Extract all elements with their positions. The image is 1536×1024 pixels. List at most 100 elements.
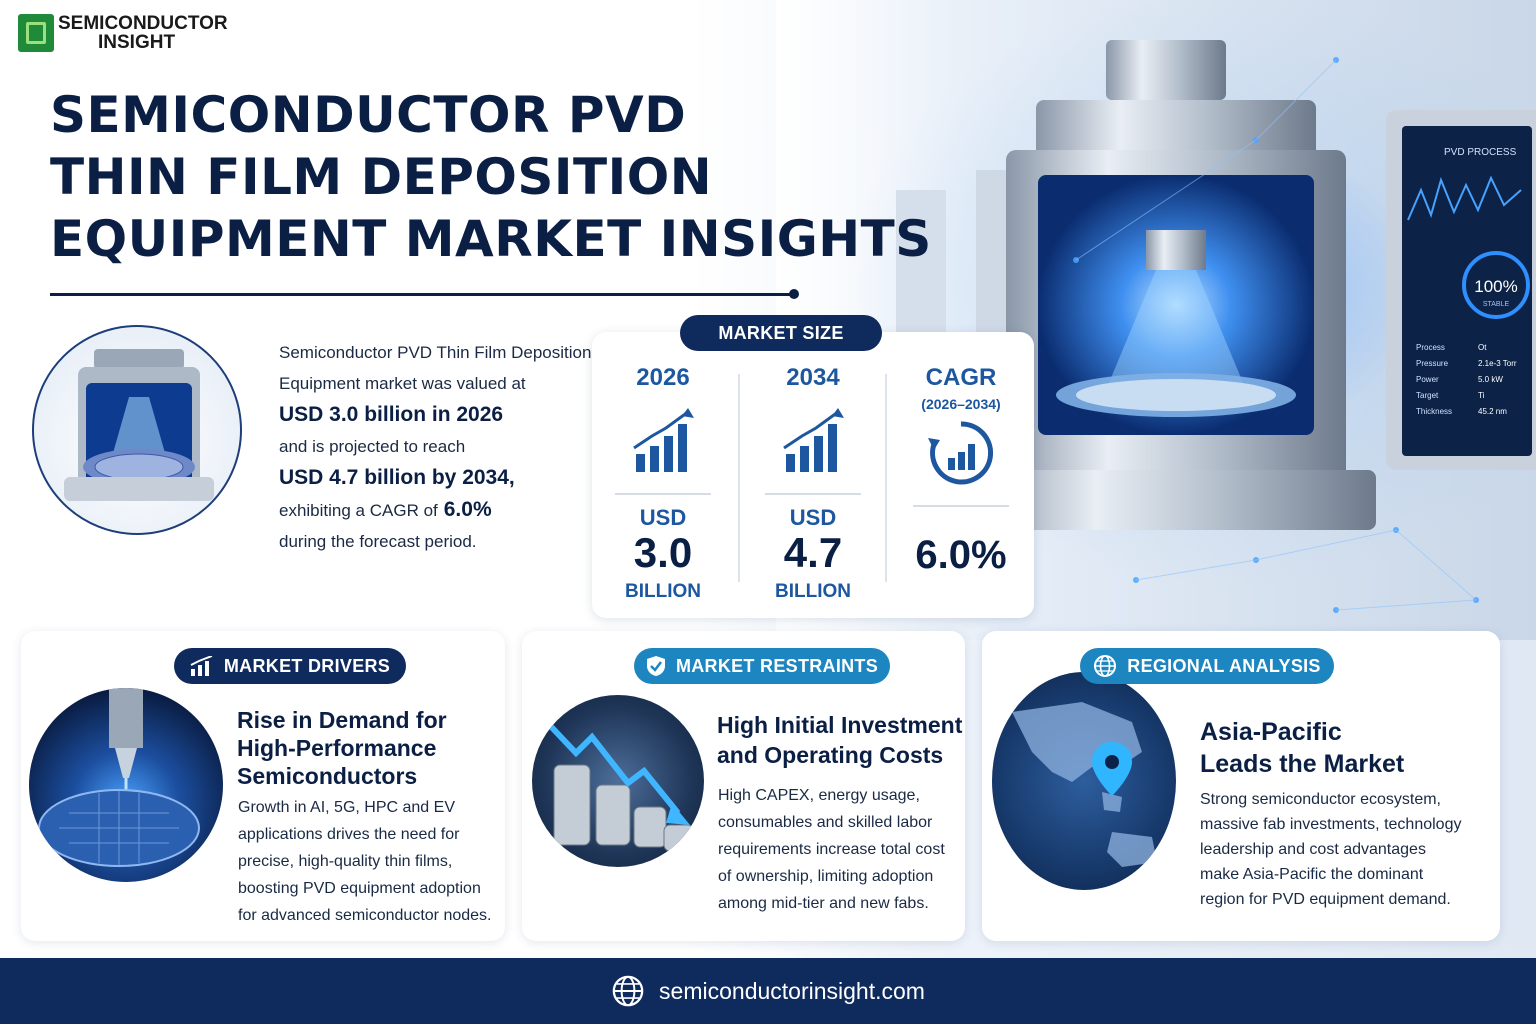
title-divider xyxy=(50,289,799,299)
bar-chart-icon xyxy=(190,656,213,676)
market-size-label: MARKET SIZE xyxy=(680,315,882,351)
title-line3: EQUIPMENT MARKET INSIGHTS xyxy=(50,210,932,268)
regional-desc-l4: make Asia-Pacific the dominant xyxy=(1200,866,1424,883)
market-value-2026: 3.0 xyxy=(633,529,693,576)
drivers-desc-l1: Growth in AI, 5G, HPC and EV xyxy=(238,799,455,816)
cagr-range: (2026–2034) xyxy=(921,396,1001,412)
website-link[interactable]: semiconductorinsight.com xyxy=(659,977,925,1004)
deposition-chamber-icon xyxy=(64,349,214,501)
globe-icon xyxy=(1094,655,1117,677)
screen-param-key: Thickness xyxy=(1416,407,1452,416)
cagr-cycle-icon xyxy=(928,421,994,485)
regional-desc-l5: region for PVD equipment demand. xyxy=(1200,891,1451,908)
drivers-desc-l3: precise, high-quality thin films, xyxy=(238,853,453,870)
restraints-desc-l2: consumables and skilled labor xyxy=(718,814,933,831)
semiconductor-insight-logo[interactable]: SEMICONDUCTOR INSIGHT xyxy=(18,14,228,52)
screen-param-value: 2.1e-3 Torr xyxy=(1478,359,1517,368)
market-size-cagr: CAGR (2026–2034) 6.0% xyxy=(896,364,1026,578)
market-summary-text: Semiconductor PVD Thin Film Deposition E… xyxy=(279,337,592,557)
growth-chart-icon xyxy=(783,408,844,472)
drivers-heading: Rise in Demand for High-Performance Semi… xyxy=(237,706,447,790)
wafer-deposition-image xyxy=(29,688,223,882)
market-restraints-card: MARKET RESTRAINTS High Initial Investmen… xyxy=(522,631,965,941)
summary-line4: and is projected to reach xyxy=(279,437,466,456)
currency-label: USD xyxy=(789,505,837,530)
regional-heading: Asia-Pacific Leads the Market xyxy=(1200,716,1404,780)
page-title: SEMICONDUCTOR PVD THIN FILM DEPOSITION E… xyxy=(50,84,932,270)
restraints-desc-l5: among mid-tier and new fabs. xyxy=(718,895,929,912)
drivers-heading-l2: High-Performance xyxy=(237,735,437,761)
screen-gauge-value: 100% xyxy=(1474,277,1517,296)
regional-analysis-label: REGIONAL ANALYSIS xyxy=(1080,648,1334,684)
drivers-heading-l3: Semiconductors xyxy=(237,763,418,789)
regional-desc-l3: leadership and cost advantages xyxy=(1200,841,1426,858)
title-line2: THIN FILM DEPOSITION xyxy=(50,148,713,206)
growth-chart-icon xyxy=(633,408,694,472)
regional-desc-l1: Strong semiconductor ecosystem, xyxy=(1200,791,1441,808)
currency-label: USD xyxy=(639,505,687,530)
screen-param-key: Target xyxy=(1416,391,1439,400)
year-label: 2026 xyxy=(636,364,690,391)
pvd-chamber-thumbnail xyxy=(32,325,242,535)
screen-param-value: Ot xyxy=(1478,343,1487,352)
market-restraints-label-text: MARKET RESTRAINTS xyxy=(675,655,879,676)
unit-label: BILLION xyxy=(625,581,701,602)
market-drivers-card: MARKET DRIVERS Rise in Demand for High-P… xyxy=(21,631,505,941)
screen-param-value: Ti xyxy=(1478,391,1485,400)
regional-analysis-label-text: REGIONAL ANALYSIS xyxy=(1127,655,1321,676)
regional-analysis-card: REGIONAL ANALYSIS Asia-Pacific Leads the… xyxy=(982,631,1500,941)
screen-param-key: Pressure xyxy=(1416,359,1449,368)
drivers-heading-l1: Rise in Demand for xyxy=(237,707,447,733)
market-size-2026: 2026 USD 3.0 BILLION xyxy=(598,364,728,603)
shield-check-icon xyxy=(646,656,665,676)
title-line1: SEMICONDUCTOR PVD xyxy=(50,86,687,144)
restraints-desc-l4: of ownership, limiting adoption xyxy=(718,868,934,885)
screen-param-value: 5.0 kW xyxy=(1478,375,1503,384)
summary-line1: Semiconductor PVD Thin Film Deposition xyxy=(279,343,592,362)
pvd-equipment-hero-image: PVD PROCESS 100% STABLE Process Ot Pressur… xyxy=(776,0,1536,640)
regional-heading-l1: Asia-Pacific xyxy=(1200,718,1342,746)
screen-title: PVD PROCESS xyxy=(1444,147,1517,158)
restraints-heading: High Initial Investment and Operating Co… xyxy=(717,710,962,770)
market-drivers-label: MARKET DRIVERS xyxy=(174,648,406,684)
logo-text-line1: SEMICONDUCTOR xyxy=(58,13,228,34)
footer-bar: semiconductorinsight.com xyxy=(0,958,1536,1024)
summary-cagr-value: 6.0% xyxy=(443,498,492,521)
regional-description: Strong semiconductor ecosystem, massive … xyxy=(1200,787,1461,912)
restraints-heading-l1: High Initial Investment xyxy=(717,712,963,738)
declining-coins-image xyxy=(532,695,704,867)
summary-cagr-text: exhibiting a CAGR of xyxy=(279,501,438,520)
cagr-value: 6.0% xyxy=(915,533,1007,577)
unit-label: BILLION xyxy=(775,581,851,602)
globe-icon xyxy=(612,975,644,1007)
screen-param-key: Power xyxy=(1416,375,1439,384)
drivers-desc-l5: for advanced semiconductor nodes. xyxy=(238,907,492,924)
summary-value-2026: USD 3.0 billion in 2026 xyxy=(279,403,504,426)
asia-pacific-map-image xyxy=(992,672,1176,890)
drivers-desc-l4: boosting PVD equipment adoption xyxy=(238,880,481,897)
restraints-desc-l1: High CAPEX, energy usage, xyxy=(718,787,920,804)
year-label: 2034 xyxy=(786,364,840,391)
screen-param-value: 45.2 nm xyxy=(1478,407,1507,416)
market-size-2034: 2034 USD 4.7 BILLION xyxy=(748,364,878,603)
restraints-description: High CAPEX, energy usage, consumables an… xyxy=(718,782,945,917)
drivers-desc-l2: applications drives the need for xyxy=(238,826,460,843)
cagr-label: CAGR xyxy=(925,364,997,391)
regional-heading-l2: Leads the Market xyxy=(1200,750,1405,778)
market-drivers-label-text: MARKET DRIVERS xyxy=(223,655,391,676)
market-restraints-label: MARKET RESTRAINTS xyxy=(634,648,890,684)
regional-desc-l2: massive fab investments, technology xyxy=(1200,816,1462,833)
summary-line2: Equipment market was valued at xyxy=(279,374,526,393)
market-size-card: 2026 USD 3.0 BILLION 2034 USD 4.7 xyxy=(592,332,1034,618)
chip-icon xyxy=(18,14,54,52)
summary-line7: during the forecast period. xyxy=(279,532,477,551)
restraints-desc-l3: requirements increase total cost xyxy=(718,841,945,858)
screen-gauge-status: STABLE xyxy=(1483,301,1510,308)
pvd-chamber-illustration: PVD PROCESS 100% STABLE Process Ot Pressur… xyxy=(896,40,1536,613)
screen-parameter-table: Process Ot Pressure 2.1e-3 Torr Power 5.0 kW T… xyxy=(1416,343,1517,416)
summary-value-2034: USD 4.7 billion by 2034, xyxy=(279,466,515,489)
market-value-2034: 4.7 xyxy=(783,529,843,576)
restraints-heading-l2: and Operating Costs xyxy=(717,742,944,768)
summary-line6: exhibiting a CAGR of 6.0% xyxy=(279,494,589,526)
